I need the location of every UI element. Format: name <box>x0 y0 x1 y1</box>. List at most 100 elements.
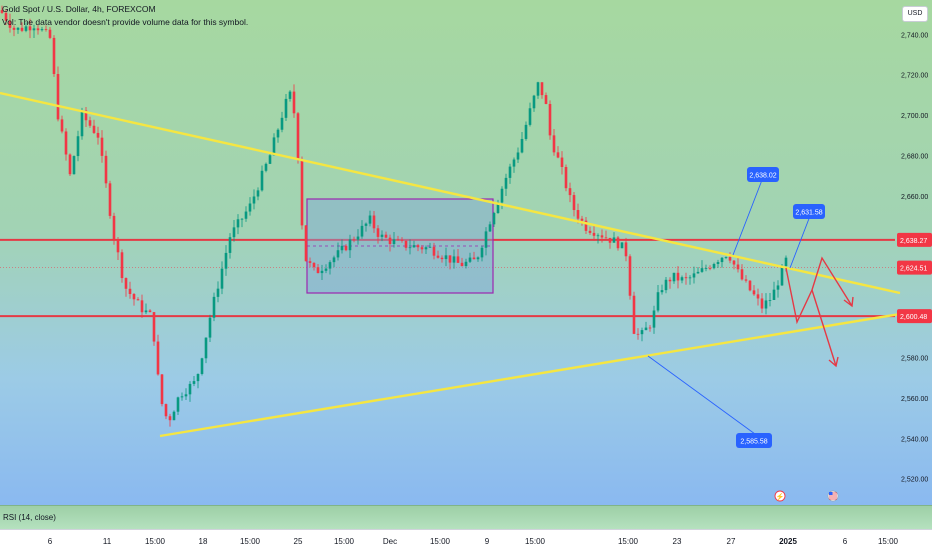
candle-body <box>636 333 640 335</box>
candle-body <box>532 95 536 109</box>
candle-body <box>444 255 448 260</box>
time-axis-label: 15:00 <box>145 537 166 546</box>
candle-body <box>364 223 368 226</box>
candle-body <box>324 268 328 271</box>
candle-body <box>536 82 540 96</box>
price-axis-badge-text: 2,638.27 <box>900 238 927 245</box>
candle-body <box>416 245 420 248</box>
candle-body <box>588 230 592 233</box>
candle-body <box>304 225 308 262</box>
price-axis-label: 2,540.00 <box>901 436 928 443</box>
candle-body <box>200 358 204 374</box>
price-callout-text: 2,631.58 <box>795 210 822 217</box>
candle-body <box>180 396 184 398</box>
candle-body <box>24 26 28 31</box>
candle-body <box>408 247 412 249</box>
candle-body <box>740 269 744 280</box>
volume-note: Vol: The data vendor doesn't provide vol… <box>2 17 249 27</box>
candle-body <box>500 188 504 203</box>
candle-body <box>320 270 324 274</box>
candle-body <box>212 296 216 318</box>
price-axis-badge <box>897 232 932 247</box>
candle-body <box>456 256 460 263</box>
candle-body <box>576 210 580 219</box>
callout-pointer <box>647 355 756 435</box>
time-axis-label: 27 <box>727 537 736 546</box>
candle-body <box>240 218 244 220</box>
candle-body <box>236 219 240 228</box>
us-flag-canton <box>829 492 833 495</box>
candle-body <box>148 310 152 313</box>
candle-body <box>20 27 24 31</box>
candle-body <box>572 195 576 211</box>
candle-body <box>728 257 732 261</box>
candle-body <box>760 298 764 309</box>
time-axis-label: 6 <box>48 537 53 546</box>
candle-body <box>528 108 532 125</box>
candle-body <box>340 245 344 251</box>
chart-pane[interactable]: 2,638.02 2,631.58 2,585.58 2,740.00 2,720.00… <box>0 0 932 505</box>
candle-body <box>44 29 48 30</box>
candle-body <box>656 292 660 311</box>
time-axis[interactable]: 6 11 15:00 18 15:00 25 15:00 Dec 15:00 9 15:00 15:0… <box>0 529 932 551</box>
candle-body <box>396 239 400 241</box>
candle-body <box>344 245 348 251</box>
candle-body <box>392 239 396 245</box>
time-axis-label: 15:00 <box>430 537 451 546</box>
ascending-trendline <box>159 312 901 438</box>
candle-body <box>612 237 616 243</box>
candle-body <box>464 261 468 267</box>
candle-body <box>484 231 488 248</box>
time-axis-label: 9 <box>485 537 490 546</box>
candle-body <box>160 374 164 405</box>
currency-button[interactable]: USD <box>902 6 928 22</box>
candle-body <box>292 91 296 114</box>
candle-body <box>60 119 64 132</box>
candle-body <box>600 235 604 238</box>
candle-body <box>64 131 68 155</box>
candle-body <box>524 124 528 139</box>
candle-body <box>264 163 268 171</box>
candle-body <box>316 267 320 274</box>
candle-body <box>76 136 80 157</box>
candle-body <box>376 228 380 237</box>
candle-body <box>652 310 656 328</box>
candle-body <box>260 170 264 191</box>
candle-body <box>672 272 676 282</box>
candle-body <box>504 177 508 189</box>
candle-body <box>208 317 212 338</box>
time-axis-label: 15:00 <box>240 537 261 546</box>
candle-body <box>488 224 492 232</box>
candle-body <box>312 262 316 268</box>
candle-body <box>300 159 304 226</box>
rsi-pane[interactable]: RSI (14, close) <box>0 505 932 530</box>
price-axis-badge-text: 2,624.51 <box>900 266 927 273</box>
candle-body <box>172 411 176 421</box>
candle-body <box>288 91 292 99</box>
callout-pointer <box>732 179 763 256</box>
candle-body <box>696 271 700 274</box>
candle-body <box>384 234 388 238</box>
candle-body <box>628 256 632 296</box>
symbol-legend[interactable]: Gold Spot / U.S. Dollar, 4h, FOREXCOM <box>2 4 156 14</box>
candle-body <box>520 138 524 153</box>
candle-body <box>184 394 188 397</box>
candle-body <box>280 117 284 130</box>
time-axis-label: 23 <box>673 537 682 546</box>
candle-body <box>52 37 56 75</box>
candle-body <box>732 260 736 265</box>
candle-body <box>436 255 440 258</box>
candle-body <box>68 154 72 175</box>
candle-body <box>16 27 20 30</box>
candle-body <box>116 239 120 253</box>
candle-body <box>356 236 360 240</box>
candle-body <box>428 246 432 248</box>
candle-body <box>756 294 760 299</box>
candle-body <box>640 330 644 335</box>
price-chart[interactable]: 2,638.02 2,631.58 2,585.58 2,740.00 2,720.00… <box>0 0 932 505</box>
rsi-label: RSI (14, close) <box>3 513 56 522</box>
candle-body <box>140 300 144 313</box>
lightning-icon <box>774 490 786 502</box>
candle-body <box>296 113 300 160</box>
candle-body <box>352 239 356 241</box>
